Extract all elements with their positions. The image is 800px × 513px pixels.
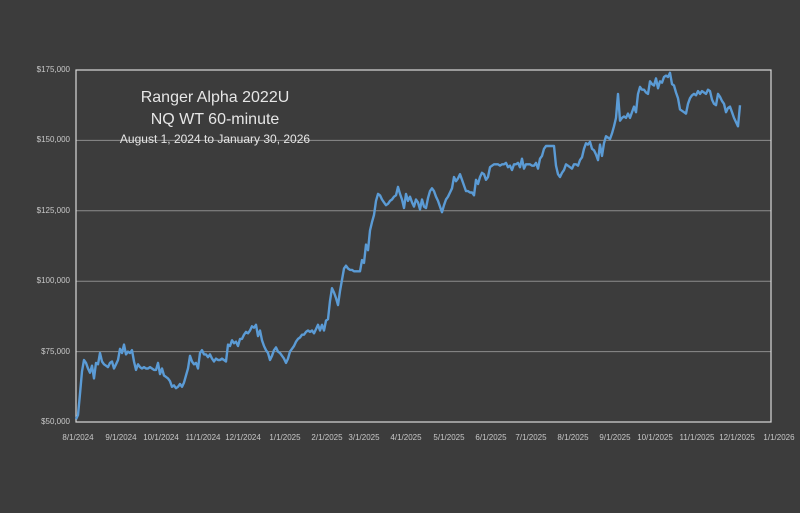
x-tick-label: 9/1/2024	[105, 433, 137, 442]
x-tick-label: 10/1/2024	[143, 433, 179, 442]
chart-date-range: August 1, 2024 to January 30, 2026	[119, 132, 311, 146]
x-tick-label: 1/1/2025	[269, 433, 301, 442]
x-tick-label: 12/1/2025	[719, 433, 755, 442]
x-tick-label: 6/1/2025	[475, 433, 507, 442]
x-tick-label: 1/1/2026	[763, 433, 795, 442]
y-tick-label: $175,000	[36, 65, 70, 74]
y-tick-label: $125,000	[36, 205, 70, 215]
x-tick-label: 3/1/2025	[348, 433, 380, 442]
x-tick-label: 12/1/2024	[225, 433, 261, 442]
x-tick-label: 11/1/2025	[679, 433, 715, 442]
chart-title-block: Ranger Alpha 2022U NQ WT 60-minute Augus…	[100, 87, 330, 147]
equity-line	[74, 71, 742, 420]
x-tick-label: 5/1/2025	[433, 433, 465, 442]
x-tick-label: 11/1/2024	[185, 433, 221, 442]
y-tick-label: $50,000	[41, 417, 70, 426]
chart-title: Ranger Alpha 2022U	[140, 89, 290, 106]
y-tick-label: $100,000	[36, 276, 70, 286]
plot-border	[75, 69, 772, 423]
x-tick-label: 10/1/2025	[637, 433, 673, 442]
chart-subtitle: NQ WT 60-minute	[150, 111, 280, 128]
x-tick-label: 4/1/2025	[390, 433, 422, 442]
x-tick-label: 8/1/2025	[557, 433, 589, 442]
y-tick-label: $150,000	[36, 135, 70, 145]
x-tick-label: 8/1/2024	[62, 433, 94, 442]
x-tick-label: 9/1/2025	[599, 433, 631, 442]
y-tick-label: $75,000	[41, 346, 70, 356]
x-tick-label: 2/1/2025	[311, 433, 343, 442]
x-tick-label: 7/1/2025	[515, 433, 547, 442]
